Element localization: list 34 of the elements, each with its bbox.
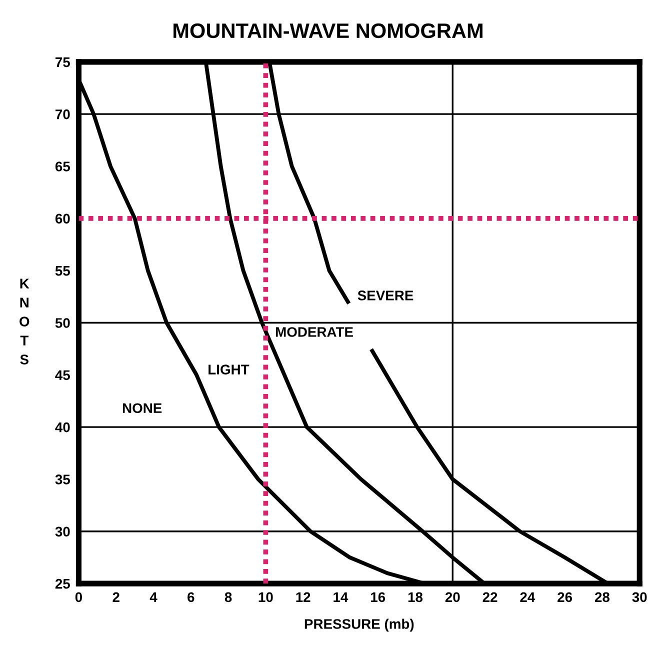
chart-title: MOUNTAIN-WAVE NOMOGRAM [174, 23, 482, 38]
annotation: LIGHT [208, 364, 250, 374]
y-tick-label: 35 [55, 474, 70, 484]
x-tick-label: 28 [594, 592, 610, 602]
x-tick-label: 8 [224, 592, 232, 602]
x-axis-title: PRESSURE (mb) [304, 618, 414, 632]
y-tick-label: 30 [55, 526, 70, 537]
x-tick-label: 22 [482, 592, 498, 602]
y-tick-label: 60 [55, 214, 70, 224]
x-tick-label: 16 [371, 592, 386, 602]
y-tick-label: 25 [55, 578, 70, 589]
x-tick-label: 12 [296, 592, 310, 602]
x-tick-label: 30 [632, 592, 647, 602]
annotation: NONE [122, 403, 162, 414]
y-tick-label: 75 [56, 57, 70, 68]
x-tick-label: 0 [75, 592, 82, 602]
y-tick-label: 45 [55, 370, 70, 380]
y-tick-label: 40 [55, 422, 70, 432]
x-tick-label: 26 [558, 592, 572, 602]
y-axis-title: KNOTS [20, 278, 30, 364]
y-tick-label: 65 [55, 162, 70, 172]
x-tick-label: 4 [150, 592, 158, 602]
x-tick-label: 6 [188, 592, 194, 602]
y-tick-label: 70 [56, 109, 70, 120]
x-tick-label: 10 [258, 592, 273, 602]
x-tick-label: 18 [408, 592, 423, 602]
y-tick-label: 55 [55, 266, 70, 276]
x-tick-label: 20 [445, 592, 460, 602]
annotation: SEVERE [358, 290, 414, 300]
annotation: MODERATE [276, 327, 353, 337]
y-tick-label: 50 [55, 318, 70, 328]
x-tick-label: 14 [334, 592, 348, 602]
x-tick-label: 24 [520, 592, 536, 602]
x-tick-label: 2 [112, 592, 120, 602]
